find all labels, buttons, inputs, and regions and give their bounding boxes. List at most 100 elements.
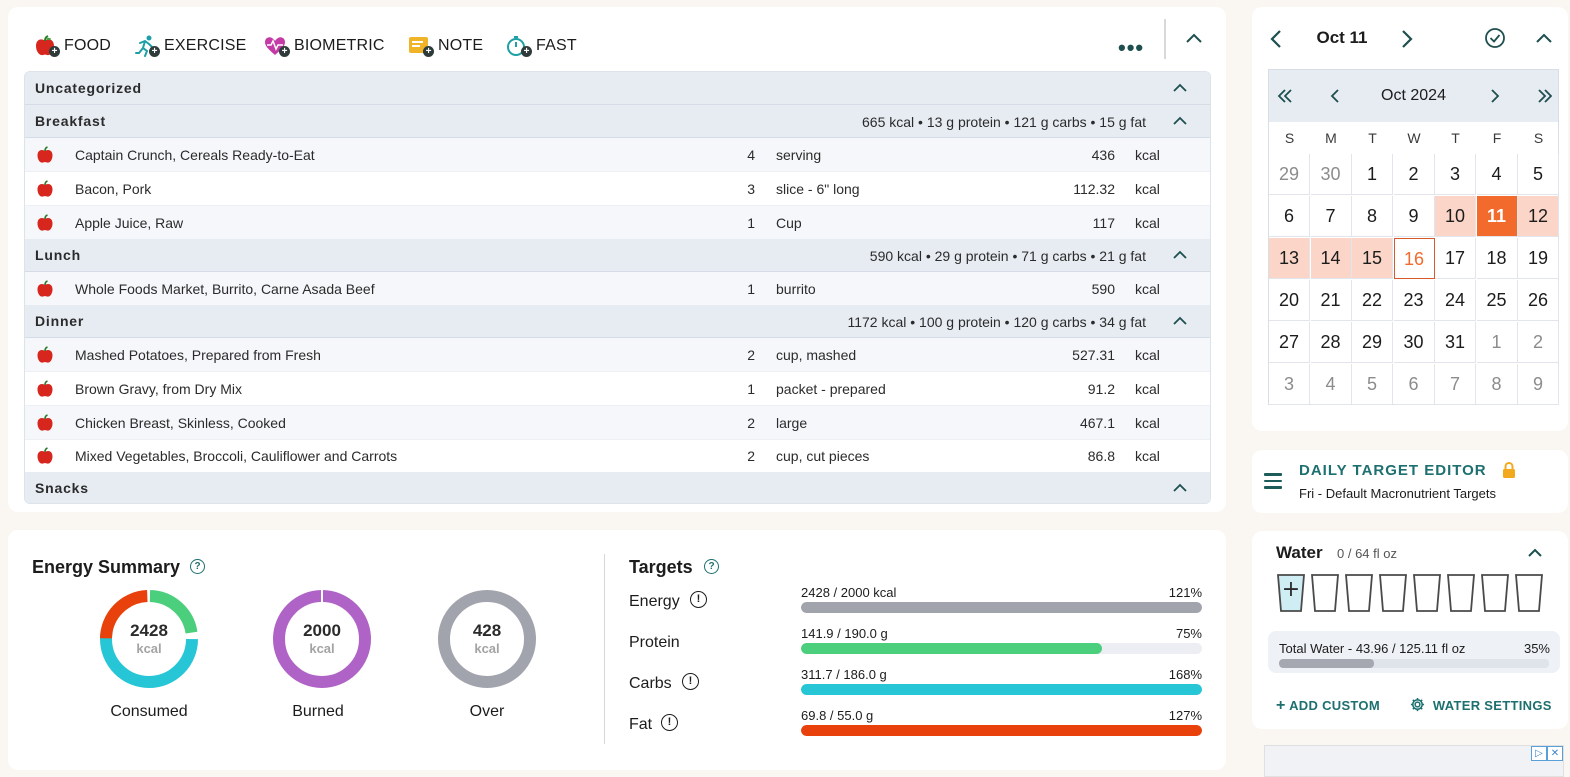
food-row[interactable]: Apple Juice, Raw 1 Cup 117 kcal — [25, 206, 1210, 240]
calendar-day[interactable]: 9 — [1518, 364, 1559, 405]
food-row[interactable]: Brown Gravy, from Dry Mix 1 packet - pre… — [25, 372, 1210, 406]
energy-summary-help-icon[interactable]: ? — [190, 559, 205, 574]
calendar-day[interactable]: 18 — [1476, 238, 1518, 279]
calendar-day[interactable]: 8 — [1476, 364, 1518, 405]
chevron-up-icon[interactable] — [1534, 29, 1554, 49]
group-breakfast[interactable]: Breakfast 665 kcal • 13 g protein • 121 … — [25, 105, 1210, 138]
daily-target-editor[interactable]: DAILY TARGET EDITOR Fri - Default Macron… — [1252, 450, 1568, 513]
calendar-day[interactable]: 11 — [1476, 196, 1518, 237]
calendar-day[interactable]: 31 — [1435, 322, 1476, 363]
group-dinner[interactable]: Dinner 1172 kcal • 100 g protein • 120 g… — [25, 305, 1210, 338]
ad-banner[interactable]: ▷ ✕ — [1264, 745, 1564, 777]
calendar-day[interactable]: 23 — [1393, 280, 1435, 321]
calendar-day[interactable]: 12 — [1518, 196, 1559, 237]
water-glass[interactable] — [1446, 573, 1476, 613]
chevron-up-icon[interactable] — [1172, 481, 1188, 495]
more-options-icon[interactable]: ••• — [1118, 35, 1145, 60]
add-water-glass[interactable]: + — [1276, 573, 1306, 613]
chevron-up-icon[interactable] — [1172, 81, 1188, 95]
calendar-day[interactable]: 2 — [1393, 154, 1435, 195]
warning-icon[interactable]: ! — [682, 673, 699, 690]
water-settings-button[interactable]: WATER SETTINGS — [1410, 697, 1552, 713]
daily-target-title[interactable]: DAILY TARGET EDITOR — [1299, 462, 1487, 479]
previous-month-icon[interactable] — [1325, 86, 1345, 106]
water-glass[interactable] — [1344, 573, 1374, 613]
calendar-day[interactable]: 7 — [1435, 364, 1476, 405]
calendar-day[interactable]: 25 — [1476, 280, 1518, 321]
calendar-day[interactable]: 15 — [1352, 238, 1393, 279]
group-lunch[interactable]: Lunch 590 kcal • 29 g protein • 71 g car… — [25, 239, 1210, 272]
calendar-day[interactable]: 10 — [1435, 196, 1476, 237]
previous-day-icon[interactable] — [1267, 28, 1285, 50]
calendar-day[interactable]: 5 — [1352, 364, 1393, 405]
calendar-day[interactable]: 4 — [1310, 364, 1352, 405]
food-row[interactable]: Chicken Breast, Skinless, Cooked 2 large… — [25, 406, 1210, 440]
group-snacks[interactable]: Snacks — [25, 472, 1210, 503]
calendar-day[interactable]: 14 — [1310, 238, 1352, 279]
check-circle-icon[interactable] — [1484, 27, 1506, 49]
calendar-day[interactable]: 7 — [1310, 196, 1352, 237]
previous-year-icon[interactable] — [1275, 86, 1295, 106]
next-day-icon[interactable] — [1398, 28, 1416, 50]
calendar-day[interactable]: 27 — [1269, 322, 1310, 363]
calendar-day[interactable]: 29 — [1269, 154, 1310, 195]
add-exercise-button[interactable]: + EXERCISE — [134, 31, 247, 61]
calendar-day[interactable]: 17 — [1435, 238, 1476, 279]
food-row[interactable]: Captain Crunch, Cereals Ready-to-Eat 4 s… — [25, 138, 1210, 172]
water-glass[interactable] — [1310, 573, 1340, 613]
calendar-day[interactable]: 2 — [1518, 322, 1559, 363]
ad-choices-icon[interactable]: ▷ — [1531, 746, 1547, 761]
calendar-day[interactable]: 24 — [1435, 280, 1476, 321]
next-month-icon[interactable] — [1485, 86, 1505, 106]
calendar-day[interactable]: 1 — [1352, 154, 1393, 195]
water-glass[interactable] — [1514, 573, 1544, 613]
donut-unit: kcal — [136, 641, 162, 656]
food-row[interactable]: Mixed Vegetables, Broccoli, Cauliflower … — [25, 439, 1210, 473]
warning-icon[interactable]: ! — [661, 714, 678, 731]
chevron-up-icon[interactable] — [1526, 545, 1544, 561]
calendar-day[interactable]: 20 — [1269, 280, 1310, 321]
calendar-day[interactable]: 26 — [1518, 280, 1559, 321]
ad-close-icon[interactable]: ✕ — [1547, 746, 1563, 761]
calendar-day[interactable]: 29 — [1352, 322, 1393, 363]
chevron-up-icon[interactable] — [1172, 248, 1188, 262]
add-biometric-button[interactable]: + BIOMETRIC — [264, 31, 385, 61]
calendar-day[interactable]: 22 — [1352, 280, 1393, 321]
next-year-icon[interactable] — [1535, 86, 1555, 106]
collapse-diary-button[interactable] — [1184, 29, 1204, 49]
add-fast-button[interactable]: + FAST — [506, 31, 577, 61]
food-row[interactable]: Whole Foods Market, Burrito, Carne Asada… — [25, 272, 1210, 306]
calendar-day[interactable]: 28 — [1310, 322, 1352, 363]
calendar-day[interactable]: 16 — [1393, 238, 1435, 279]
calendar-day[interactable]: 6 — [1393, 364, 1435, 405]
add-food-button[interactable]: + FOOD — [34, 31, 111, 61]
calendar-day[interactable]: 13 — [1269, 238, 1310, 279]
chevron-up-icon[interactable] — [1172, 314, 1188, 328]
calendar-day[interactable]: 6 — [1269, 196, 1310, 237]
water-glass[interactable] — [1480, 573, 1510, 613]
calendar-day[interactable]: 5 — [1518, 154, 1559, 195]
food-row[interactable]: Bacon, Pork 3 slice - 6" long 112.32 kca… — [25, 172, 1210, 206]
calendar-day[interactable]: 21 — [1310, 280, 1352, 321]
calendar-day[interactable]: 30 — [1393, 322, 1435, 363]
calendar-day[interactable]: 9 — [1393, 196, 1435, 237]
menu-icon[interactable] — [1264, 473, 1282, 489]
water-glass[interactable] — [1412, 573, 1442, 613]
warning-icon[interactable]: ! — [690, 591, 707, 608]
add-note-button[interactable]: + NOTE — [408, 31, 483, 61]
energy-summary-title: Energy Summary — [32, 557, 181, 577]
calendar-day[interactable]: 19 — [1518, 238, 1559, 279]
group-uncategorized[interactable]: Uncategorized — [25, 72, 1210, 105]
chevron-up-icon[interactable] — [1172, 114, 1188, 128]
calendar-day[interactable]: 3 — [1269, 364, 1310, 405]
calendar-day[interactable]: 30 — [1310, 154, 1352, 195]
add-custom-button[interactable]: + ADD CUSTOM — [1276, 697, 1380, 715]
calendar-day[interactable]: 8 — [1352, 196, 1393, 237]
calendar-day[interactable]: 1 — [1476, 322, 1518, 363]
current-date[interactable]: Oct 11 — [1316, 28, 1368, 47]
calendar-day[interactable]: 4 — [1476, 154, 1518, 195]
targets-help-icon[interactable]: ? — [704, 559, 719, 574]
calendar-day[interactable]: 3 — [1435, 154, 1476, 195]
food-row[interactable]: Mashed Potatoes, Prepared from Fresh 2 c… — [25, 338, 1210, 372]
water-glass[interactable] — [1378, 573, 1408, 613]
